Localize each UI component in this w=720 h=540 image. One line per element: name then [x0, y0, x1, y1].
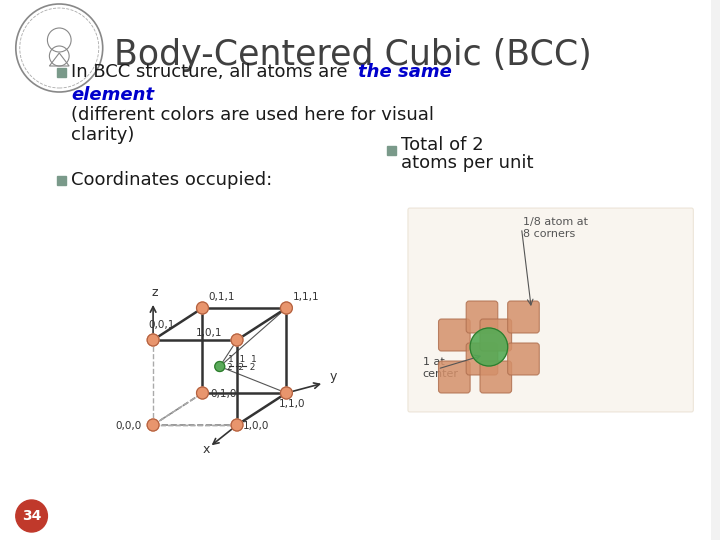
Text: 0,0,1: 0,0,1 — [148, 320, 174, 330]
FancyBboxPatch shape — [466, 343, 498, 375]
Circle shape — [281, 387, 292, 399]
Text: 1  1  1: 1 1 1 — [228, 355, 256, 364]
FancyBboxPatch shape — [508, 343, 539, 375]
Text: the same: the same — [358, 63, 451, 81]
Circle shape — [16, 500, 48, 532]
Text: x: x — [202, 443, 210, 456]
Bar — [58, 176, 66, 185]
Text: 0,1,1: 0,1,1 — [208, 292, 235, 302]
Text: atoms per unit: atoms per unit — [401, 154, 534, 172]
Text: 1,0,0: 1,0,0 — [243, 421, 269, 431]
Text: 8 corners: 8 corners — [523, 229, 576, 239]
Text: Total of 2: Total of 2 — [401, 136, 484, 154]
Text: Coordinates occupied:: Coordinates occupied: — [71, 171, 272, 189]
FancyBboxPatch shape — [466, 301, 498, 333]
Circle shape — [147, 419, 159, 431]
Circle shape — [215, 361, 225, 372]
Text: y: y — [330, 370, 337, 383]
Circle shape — [16, 4, 103, 92]
Text: (different colors are used here for visual: (different colors are used here for visu… — [71, 106, 434, 124]
Text: In BCC structure, all atoms are: In BCC structure, all atoms are — [71, 63, 354, 81]
FancyBboxPatch shape — [438, 361, 470, 393]
Text: 1 at: 1 at — [423, 357, 444, 367]
FancyBboxPatch shape — [438, 319, 470, 351]
Text: 1,1,1: 1,1,1 — [292, 292, 319, 302]
FancyBboxPatch shape — [508, 301, 539, 333]
Circle shape — [281, 302, 292, 314]
FancyBboxPatch shape — [408, 208, 693, 412]
Text: 34: 34 — [22, 509, 41, 523]
Circle shape — [147, 334, 159, 346]
Bar — [387, 146, 396, 155]
Text: 0,0,0: 0,0,0 — [115, 421, 142, 431]
Text: 0,1,0: 0,1,0 — [210, 389, 237, 399]
FancyBboxPatch shape — [480, 361, 512, 393]
Circle shape — [470, 328, 508, 366]
Bar — [58, 68, 66, 77]
Circle shape — [231, 419, 243, 431]
Text: 1,1,0: 1,1,0 — [279, 399, 305, 409]
Text: 1/8 atom at: 1/8 atom at — [523, 217, 588, 227]
Text: clarity): clarity) — [71, 126, 135, 144]
Circle shape — [231, 334, 243, 346]
FancyBboxPatch shape — [480, 319, 512, 351]
Text: 1,0,1: 1,0,1 — [196, 328, 222, 338]
Text: 2  2  2: 2 2 2 — [227, 363, 255, 373]
Text: z: z — [152, 286, 158, 299]
Text: Body-Centered Cubic (BCC): Body-Centered Cubic (BCC) — [114, 38, 591, 72]
Text: center: center — [423, 369, 459, 379]
Circle shape — [197, 387, 208, 399]
Text: element: element — [71, 86, 154, 104]
Circle shape — [197, 302, 208, 314]
